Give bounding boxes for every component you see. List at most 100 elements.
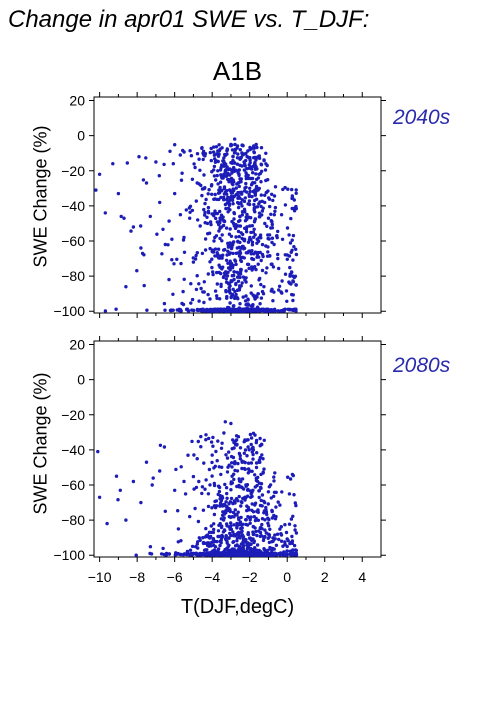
data-point xyxy=(167,219,171,223)
data-point xyxy=(116,498,120,502)
data-point xyxy=(235,156,240,160)
data-point xyxy=(217,256,221,260)
data-point xyxy=(206,192,210,196)
data-point xyxy=(217,309,221,313)
data-point xyxy=(148,214,152,219)
page-title: Change in apr01 SWE vs. T_DJF: xyxy=(8,6,370,33)
data-point xyxy=(287,233,291,237)
data-point xyxy=(258,233,263,237)
data-point xyxy=(191,474,196,479)
data-point xyxy=(185,307,189,312)
data-point xyxy=(240,466,244,471)
data-point xyxy=(238,446,243,450)
data-point xyxy=(263,528,267,532)
data-point xyxy=(243,164,247,168)
data-point xyxy=(238,302,242,306)
data-point xyxy=(184,208,188,212)
data-point xyxy=(250,552,254,557)
data-point xyxy=(248,189,252,194)
data-point xyxy=(257,202,261,206)
data-point xyxy=(238,224,243,228)
data-point xyxy=(281,187,285,192)
data-point xyxy=(233,258,237,262)
data-point xyxy=(221,265,225,269)
data-point xyxy=(264,552,269,557)
data-point xyxy=(269,289,273,293)
y-tick-label: 0 xyxy=(77,128,85,144)
data-point xyxy=(273,205,278,210)
y-tick-label: −40 xyxy=(61,442,85,458)
data-point xyxy=(162,162,166,167)
data-point xyxy=(179,178,184,182)
data-point xyxy=(227,536,231,540)
data-point xyxy=(178,213,183,217)
data-point xyxy=(235,531,240,536)
data-point xyxy=(163,308,167,312)
data-point xyxy=(140,251,145,256)
data-point xyxy=(294,531,299,535)
scatter-points xyxy=(96,420,299,557)
data-point xyxy=(279,309,284,313)
y-tick-label: −40 xyxy=(61,198,85,214)
data-point xyxy=(148,545,153,549)
data-point xyxy=(293,501,297,505)
data-point xyxy=(157,174,161,178)
data-point xyxy=(208,150,212,155)
data-point xyxy=(230,551,235,556)
data-point xyxy=(144,460,149,464)
data-point xyxy=(259,163,264,167)
data-point xyxy=(228,531,232,536)
data-point xyxy=(214,145,219,149)
data-point xyxy=(240,210,245,214)
data-point xyxy=(217,222,221,227)
data-point xyxy=(234,434,239,438)
data-point xyxy=(226,249,230,253)
data-point xyxy=(162,301,167,306)
data-point xyxy=(180,301,184,306)
x-tick-label: 0 xyxy=(283,569,291,585)
data-point xyxy=(219,195,223,200)
data-point xyxy=(230,292,235,297)
data-point xyxy=(237,194,241,198)
data-point xyxy=(241,144,245,148)
data-point xyxy=(204,478,208,482)
data-point xyxy=(251,537,255,541)
data-point xyxy=(201,149,206,153)
data-point xyxy=(208,260,212,264)
data-point xyxy=(238,190,242,195)
data-point xyxy=(238,251,243,255)
data-point xyxy=(180,171,184,175)
data-point xyxy=(220,533,224,538)
data-point xyxy=(271,198,275,203)
data-point xyxy=(270,220,274,224)
data-point xyxy=(236,461,240,466)
data-point xyxy=(176,527,181,531)
data-point xyxy=(273,471,277,475)
data-point xyxy=(261,254,265,259)
data-point xyxy=(229,142,233,147)
data-point xyxy=(242,451,246,455)
data-point xyxy=(291,548,295,552)
data-point xyxy=(222,198,226,202)
data-point xyxy=(142,283,146,288)
data-point xyxy=(246,545,250,549)
data-point xyxy=(223,247,227,252)
data-point xyxy=(226,544,230,549)
data-point xyxy=(241,540,245,544)
data-point xyxy=(252,208,256,212)
data-point xyxy=(219,446,224,450)
data-point xyxy=(248,161,252,165)
data-point xyxy=(244,181,248,186)
data-point xyxy=(243,448,248,452)
data-point xyxy=(252,307,256,311)
data-point xyxy=(269,212,273,216)
data-point xyxy=(216,169,220,173)
data-point xyxy=(229,488,233,492)
data-point xyxy=(259,296,264,300)
data-point xyxy=(293,548,298,552)
data-point xyxy=(270,516,275,520)
data-point xyxy=(239,269,243,274)
data-point xyxy=(227,202,232,206)
data-point xyxy=(216,182,220,186)
data-point xyxy=(239,515,243,520)
